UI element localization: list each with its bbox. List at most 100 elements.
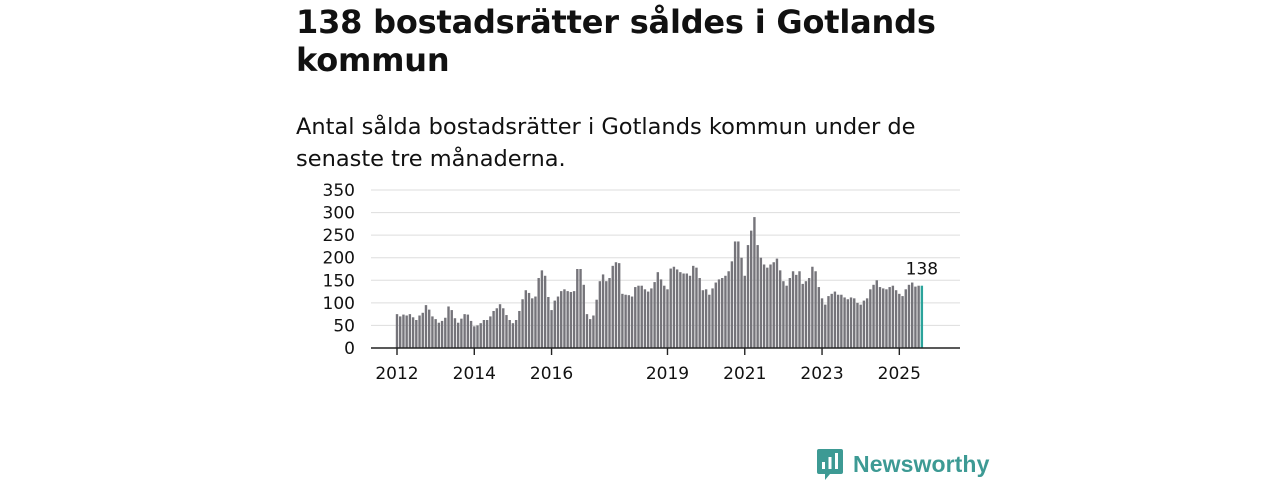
bar — [843, 297, 846, 348]
bar — [717, 279, 721, 348]
bar — [637, 285, 640, 348]
bar — [798, 271, 801, 348]
bar — [733, 241, 737, 348]
bar — [888, 287, 891, 348]
bar — [753, 217, 756, 348]
bar — [428, 309, 431, 348]
bar — [730, 261, 734, 348]
last-value-label: 138 — [906, 260, 938, 280]
bar — [833, 291, 837, 348]
y-tick-label: 100 — [323, 294, 355, 314]
chart-title: 138 bostadsrätter såldes i Gotlands komm… — [296, 3, 936, 79]
bar — [479, 323, 482, 348]
bar — [820, 298, 824, 348]
bar — [566, 291, 569, 348]
bar — [795, 274, 798, 348]
x-tick-label: 2019 — [646, 364, 689, 384]
bar — [579, 269, 582, 348]
bar — [827, 296, 830, 348]
x-tick-label: 2021 — [723, 364, 766, 384]
bar — [788, 278, 792, 348]
bar — [592, 315, 595, 348]
bar — [408, 314, 412, 348]
bar — [907, 284, 911, 348]
bar — [617, 263, 621, 348]
bar — [872, 284, 875, 348]
bar — [547, 296, 550, 348]
bar — [531, 298, 534, 348]
bar — [817, 287, 821, 348]
bar — [746, 245, 750, 348]
bar — [601, 274, 605, 348]
bar-highlighted — [920, 285, 924, 348]
x-tick-label: 2016 — [530, 364, 573, 384]
bar — [688, 275, 692, 348]
bar — [418, 315, 421, 348]
bar — [469, 320, 473, 348]
bar — [653, 282, 656, 348]
bar — [595, 299, 598, 348]
bar — [762, 264, 766, 348]
bar — [901, 296, 904, 348]
bar — [708, 294, 711, 348]
bar — [489, 316, 492, 348]
brand-logo: Newsworthy — [816, 447, 989, 481]
bar — [402, 314, 405, 348]
bar — [917, 285, 920, 348]
bar — [775, 258, 779, 348]
bar — [830, 293, 833, 348]
bar — [756, 245, 759, 348]
bar — [502, 308, 505, 348]
bar — [778, 270, 782, 348]
bar — [543, 275, 547, 348]
bar — [485, 320, 489, 348]
bar — [875, 280, 878, 348]
bar — [737, 241, 740, 348]
bar — [804, 281, 808, 348]
y-tick-label: 150 — [323, 271, 355, 291]
bar — [714, 282, 717, 348]
bar — [411, 317, 415, 348]
bar — [630, 296, 634, 348]
bar — [556, 296, 560, 348]
bar — [431, 316, 434, 348]
bar — [894, 290, 898, 348]
bar — [846, 299, 849, 348]
bar — [605, 281, 608, 348]
bar — [614, 262, 618, 348]
bar — [824, 304, 827, 348]
bar — [563, 289, 566, 348]
x-tick-label: 2023 — [800, 364, 843, 384]
bar — [505, 315, 508, 348]
bar — [437, 322, 441, 348]
bar — [415, 320, 418, 348]
bar — [550, 310, 553, 348]
bar — [405, 315, 408, 348]
bar — [621, 293, 624, 348]
bar — [527, 292, 531, 348]
bar — [659, 279, 663, 348]
bar — [492, 310, 495, 348]
y-tick-label: 300 — [323, 204, 355, 224]
bar — [724, 275, 727, 348]
newsworthy-logo-icon — [817, 448, 843, 480]
bar — [675, 269, 679, 348]
bar — [885, 289, 888, 348]
bar — [782, 281, 785, 348]
bar — [772, 262, 775, 348]
bar — [679, 272, 682, 348]
bar — [891, 285, 895, 348]
bar — [669, 268, 672, 348]
bar — [640, 285, 643, 348]
bar — [701, 290, 705, 348]
bar — [399, 316, 402, 348]
bar — [911, 282, 914, 348]
bar — [685, 273, 688, 348]
brand-name: Newsworthy — [853, 450, 990, 477]
bar — [766, 267, 769, 348]
bar — [540, 270, 544, 348]
bar — [569, 292, 573, 348]
bar — [498, 304, 502, 348]
bar — [440, 320, 444, 348]
bar — [537, 278, 540, 348]
